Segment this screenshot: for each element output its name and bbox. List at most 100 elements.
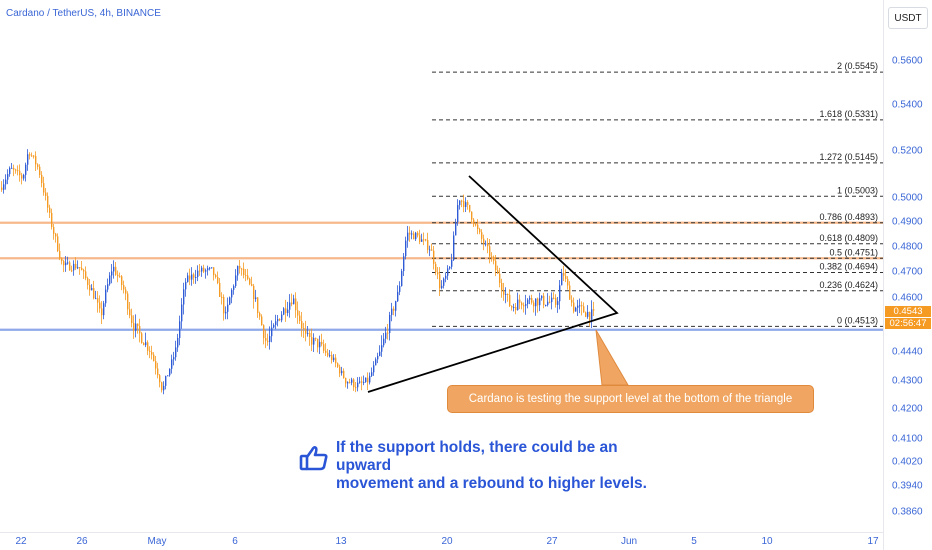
candle bbox=[431, 243, 433, 251]
candle bbox=[243, 262, 245, 279]
candle bbox=[311, 328, 313, 352]
candle bbox=[97, 291, 99, 313]
candle bbox=[509, 289, 511, 307]
candle bbox=[275, 314, 277, 330]
candle bbox=[137, 323, 139, 334]
candle bbox=[421, 233, 423, 242]
y-tick-label: 0.4300 bbox=[892, 376, 923, 387]
candle bbox=[551, 292, 553, 310]
candle bbox=[453, 231, 455, 261]
candle bbox=[529, 295, 531, 305]
candle bbox=[7, 169, 9, 185]
candle bbox=[335, 354, 337, 368]
candle bbox=[485, 240, 487, 247]
candle bbox=[451, 253, 453, 270]
candle bbox=[9, 166, 11, 177]
candle bbox=[511, 305, 513, 311]
candle bbox=[141, 331, 143, 344]
candle bbox=[525, 294, 527, 315]
candle bbox=[427, 232, 429, 254]
candle bbox=[575, 306, 577, 312]
candle bbox=[229, 296, 231, 306]
candle bbox=[391, 302, 393, 322]
candle bbox=[505, 287, 507, 304]
candle bbox=[139, 318, 141, 343]
candle bbox=[543, 292, 545, 309]
candle bbox=[283, 307, 285, 316]
candle bbox=[563, 265, 565, 282]
currency-selector[interactable]: USDT bbox=[888, 7, 928, 29]
candle bbox=[517, 292, 519, 311]
candle bbox=[185, 278, 187, 297]
candle bbox=[503, 282, 505, 301]
candle bbox=[103, 300, 105, 320]
candle bbox=[27, 149, 29, 171]
candle bbox=[95, 290, 97, 300]
candle bbox=[75, 257, 77, 271]
candle bbox=[547, 293, 549, 307]
candle bbox=[429, 245, 431, 257]
candle bbox=[151, 345, 153, 360]
candle bbox=[65, 255, 67, 272]
candle bbox=[273, 323, 275, 329]
candle bbox=[5, 174, 7, 190]
candle bbox=[411, 230, 413, 240]
candle bbox=[227, 297, 229, 320]
candle bbox=[127, 291, 129, 315]
candle bbox=[287, 301, 289, 317]
candle bbox=[527, 298, 529, 309]
callout-pointer bbox=[595, 329, 629, 386]
candle bbox=[355, 382, 357, 393]
candle bbox=[561, 268, 563, 286]
candle bbox=[187, 272, 189, 283]
candle bbox=[487, 237, 489, 254]
candle bbox=[67, 256, 69, 265]
candle bbox=[207, 265, 209, 276]
candle bbox=[101, 301, 103, 325]
candle bbox=[559, 280, 561, 310]
fib-level-label: 1.272 (0.5145) bbox=[819, 152, 878, 162]
candle bbox=[279, 318, 281, 322]
candle bbox=[33, 155, 35, 159]
candle bbox=[237, 265, 239, 281]
candle bbox=[37, 163, 39, 170]
candle bbox=[53, 223, 55, 240]
candle bbox=[387, 323, 389, 340]
candle bbox=[583, 302, 585, 313]
candle bbox=[419, 229, 421, 245]
candle bbox=[403, 252, 405, 276]
candle bbox=[339, 364, 341, 378]
candle bbox=[167, 375, 169, 377]
candle bbox=[169, 368, 171, 377]
candle bbox=[251, 276, 253, 287]
price-axis-border bbox=[883, 0, 884, 550]
candle bbox=[541, 295, 543, 301]
candle bbox=[209, 266, 211, 271]
candle bbox=[1, 181, 3, 192]
candle bbox=[281, 311, 283, 323]
candle bbox=[533, 300, 535, 313]
candle bbox=[409, 226, 411, 242]
fib-level-label: 0.786 (0.4893) bbox=[819, 212, 878, 222]
candle bbox=[319, 335, 321, 355]
candle bbox=[573, 297, 575, 314]
candle bbox=[413, 231, 415, 240]
candle bbox=[83, 268, 85, 280]
candle bbox=[309, 329, 311, 346]
candle bbox=[123, 280, 125, 294]
candle bbox=[131, 308, 133, 328]
candle bbox=[257, 297, 259, 318]
candle bbox=[521, 301, 523, 310]
candle bbox=[295, 292, 297, 318]
y-tick-label: 0.3860 bbox=[892, 507, 923, 518]
y-tick-label: 0.4100 bbox=[892, 434, 923, 445]
x-tick-label: 5 bbox=[691, 536, 697, 547]
triangle-pattern bbox=[367, 175, 619, 393]
chart-title: Cardano / TetherUS, 4h, BINANCE bbox=[6, 8, 161, 19]
candle bbox=[57, 233, 59, 253]
y-tick-label: 0.4800 bbox=[892, 242, 923, 253]
candle bbox=[389, 311, 391, 341]
candle bbox=[405, 236, 407, 260]
y-tick-label: 0.4900 bbox=[892, 217, 923, 228]
